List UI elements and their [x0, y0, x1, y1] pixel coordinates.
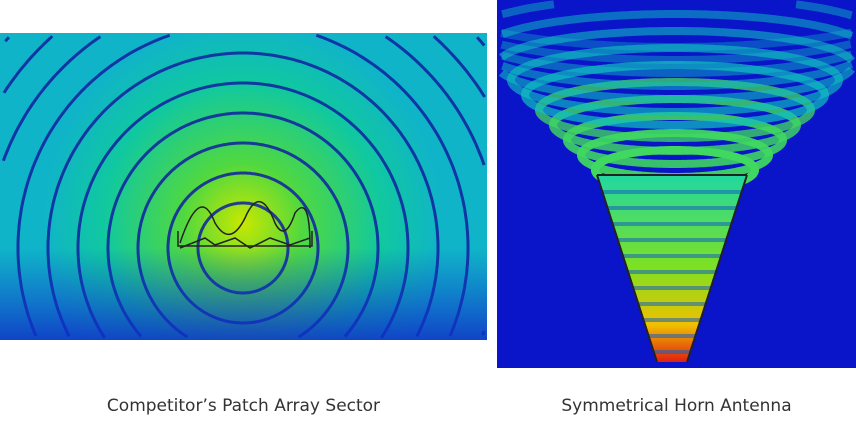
wavefront-ring	[4, 36, 486, 47]
standing-wave-node	[632, 286, 712, 290]
standing-wave-node	[637, 302, 707, 306]
standing-wave-node	[622, 254, 722, 258]
wavefront-ring	[2, 35, 486, 98]
standing-wave-node	[612, 222, 732, 226]
patch-array-field-plot	[0, 33, 487, 340]
radiation-lobes	[498, 0, 856, 194]
horn-outline	[596, 174, 748, 363]
caption-patch-array: Competitor’s Patch Array Sector	[106, 396, 381, 416]
standing-wave-node	[642, 318, 702, 322]
radiation-lobe	[501, 10, 854, 90]
radiation-lobe	[500, 40, 852, 64]
horn-antenna-field-plot	[497, 0, 856, 368]
standing-wave-node	[648, 334, 696, 338]
radiation-lobe	[500, 28, 853, 51]
back-lobe-region	[0, 248, 487, 340]
standing-wave-node	[617, 238, 727, 242]
patch-array-outline	[177, 200, 313, 249]
standing-wave-node	[601, 190, 743, 194]
radiation-lobe	[498, 27, 856, 103]
horn-antenna-field-svg	[498, 0, 856, 363]
caption-horn-antenna: Symmetrical Horn Antenna	[561, 396, 792, 416]
radiation-lobe	[501, 0, 853, 77]
horn-interior-field	[597, 175, 747, 362]
standing-wave-node	[653, 350, 691, 354]
standing-wave-node	[606, 206, 738, 210]
standing-wave-node	[627, 270, 717, 274]
patch-array-field-svg	[0, 33, 487, 340]
horn-standing-wave-bands	[601, 190, 743, 354]
